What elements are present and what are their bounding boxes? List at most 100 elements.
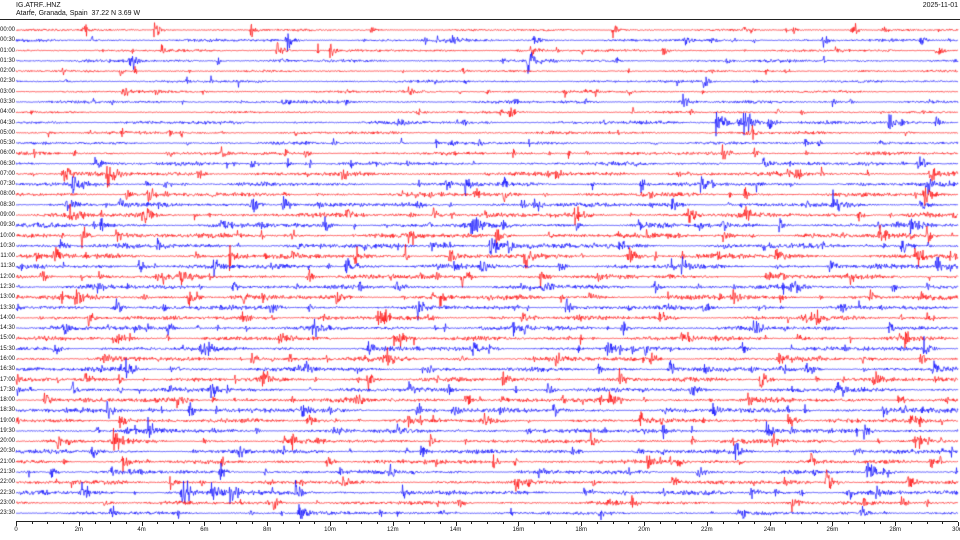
axis-tick-label: 0 [14,527,18,533]
axis-tick [832,522,834,526]
row-time-label: 21:00 [0,458,16,465]
row-time-label: 09:00 [0,212,16,219]
row-time-label: 15:30 [0,345,16,352]
axis-tick [958,522,959,526]
row-time-label: 20:30 [0,448,16,455]
axis-minor-tick [910,522,912,524]
axis-minor-tick [549,522,551,524]
row-time-label: 22:30 [0,489,16,496]
axis-minor-tick [471,522,473,524]
row-time-label: 11:00 [0,253,15,260]
axis-tick [141,522,143,526]
axis-minor-tick [314,522,316,524]
row-time-label: 12:30 [0,284,16,290]
axis-tick [518,522,520,526]
row-time-label: 04:00 [0,109,16,116]
axis-minor-tick [110,522,112,524]
row-time-label: 16:00 [0,355,16,362]
axis-tick [204,522,206,526]
row-time-label: 13:30 [0,304,16,311]
axis-tick [267,522,269,526]
axis-tick-label: 14m [449,527,462,533]
axis-minor-tick [863,522,865,524]
row-time-label: 17:30 [0,386,16,393]
axis-minor-tick [345,522,347,524]
axis-tick [644,522,645,526]
row-time-label: 08:00 [0,191,16,198]
row-time-label: 06:30 [0,160,16,167]
axis-minor-tick [596,522,598,524]
axis-tick-label: 10m [324,527,336,533]
axis-tick [769,522,771,526]
row-time-label: 23:30 [0,510,16,517]
axis-tick-label: 20m [638,527,650,533]
axis-tick-label: 12m [386,527,399,533]
axis-tick [392,522,394,526]
row-time-label: 04:30 [0,119,16,126]
axis-minor-tick [879,522,881,524]
axis-tick-label: 22m [700,527,713,533]
row-time-label: 10:30 [0,242,16,249]
axis-minor-tick [173,522,174,524]
row-time-label: 01:00 [0,47,16,54]
row-time-label: 01:30 [0,57,16,64]
axis-minor-tick [487,522,488,524]
axis-minor-tick [47,522,49,524]
axis-minor-tick [565,522,567,524]
axis-minor-tick [282,522,284,524]
row-time-label: 14:30 [0,325,16,332]
axis-minor-tick [848,522,850,524]
row-time-label: 07:30 [0,181,16,188]
row-time-label: 14:00 [0,314,16,321]
axis-tick-label: 28m [889,527,902,533]
row-time-label: 02:00 [0,68,16,75]
station-code-label: IG.ATRF..HNZ [16,2,61,9]
axis-minor-tick [675,522,677,524]
axis-tick-label: 2m [74,527,83,533]
axis-minor-tick [816,522,818,524]
row-time-label: 19:00 [0,417,16,424]
row-time-label: 23:00 [0,499,16,506]
row-time-label: 22:00 [0,479,16,486]
axis-tick [78,522,80,526]
row-time-label: 05:00 [0,129,16,136]
row-time-label: 13:00 [0,294,16,301]
axis-minor-tick [439,522,441,524]
row-time-label: 00:00 [0,27,16,33]
row-time-label: 11:30 [0,263,15,270]
row-time-label: 15:00 [0,335,16,342]
station-location-label: Atarfe, Granada, Spain 37.22 N 3.69 W [16,10,141,17]
axis-minor-tick [502,522,504,524]
axis-minor-tick [188,522,190,524]
axis-tick-label: 26m [826,527,839,533]
axis-tick [455,522,457,526]
axis-minor-tick [125,522,127,524]
axis-minor-tick [738,522,740,524]
axis-tick-label: 30m [952,527,960,533]
row-time-label: 07:00 [0,170,16,177]
axis-minor-tick [408,522,410,524]
row-time-label: 18:30 [0,407,16,414]
axis-minor-tick [801,522,802,524]
header-divider [0,19,960,20]
axis-minor-tick [628,522,630,524]
row-time-label: 12:00 [0,273,16,280]
row-time-label: 20:00 [0,438,16,445]
axis-tick-label: 16m [512,527,525,533]
axis-minor-tick [691,522,693,524]
row-time-label: 09:30 [0,222,16,229]
row-time-label: 21:30 [0,469,16,476]
axis-minor-tick [722,522,724,524]
axis-minor-tick [377,522,379,524]
axis-minor-tick [612,522,614,524]
axis-minor-tick [298,522,300,524]
row-time-label: 05:30 [0,140,16,147]
axis-tick-label: 6m [200,527,209,533]
axis-tick [706,522,708,526]
axis-tick-label: 18m [575,527,588,533]
axis-minor-tick [926,522,928,524]
row-time-label: 17:00 [0,376,16,383]
axis-tick-label: 24m [763,527,776,533]
record-date-label: 2025-11-01 [922,2,958,9]
